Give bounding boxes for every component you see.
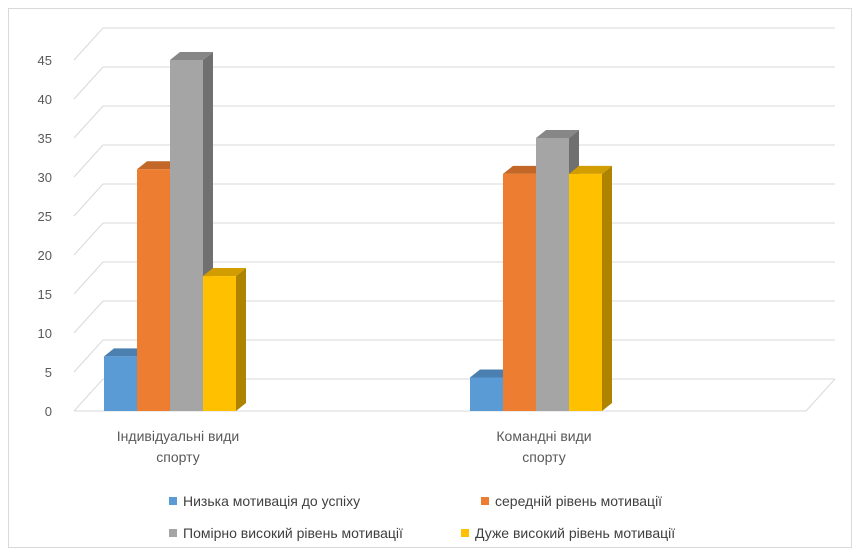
bar-top	[170, 52, 213, 60]
y-tick-label: 10	[38, 326, 52, 341]
bar-side	[236, 268, 246, 411]
gridline-side	[73, 222, 104, 256]
x-category-label: спорту	[522, 449, 565, 465]
bar-top	[203, 268, 246, 277]
bar-chart: 0 5 10 15 20 25 30 35 40 45 Індивідуальні види спор…	[38, 27, 836, 465]
y-tick-label: 0	[45, 404, 52, 419]
gridline-side	[73, 378, 104, 412]
gridline-side	[73, 339, 104, 373]
bar-top	[503, 165, 546, 174]
gridline-side	[73, 300, 104, 334]
bar-top	[470, 369, 513, 378]
floor-side-edge	[805, 378, 836, 412]
gridline-side	[73, 144, 104, 178]
x-category-label: спорту	[156, 449, 199, 465]
bar	[203, 276, 236, 411]
legend-label: середній рівень мотивації	[495, 493, 663, 509]
gridline-side	[73, 183, 104, 217]
legend-label: Дуже високий рівень мотивації	[475, 525, 676, 541]
bar-top	[536, 130, 579, 138]
legend-label: Низька мотивація до успіху	[183, 493, 361, 509]
legend-swatch	[461, 529, 469, 537]
bar	[137, 169, 170, 411]
y-tick-label: 20	[38, 248, 52, 263]
bar	[104, 356, 137, 411]
bar	[569, 173, 602, 411]
bar-top	[104, 348, 147, 357]
bar-top	[569, 165, 612, 174]
legend-item: середній рівень мотивації	[481, 493, 662, 509]
y-tick-label: 45	[38, 53, 52, 68]
y-tick-label: 15	[38, 287, 52, 302]
chart-frame: 0 5 10 15 20 25 30 35 40 45 Індивідуальні види спор…	[8, 8, 852, 548]
bar-top	[137, 161, 180, 170]
legend-swatch	[169, 529, 177, 537]
bar	[503, 173, 536, 411]
legend-label: Помірно високий рівень мотивації	[183, 525, 403, 541]
gridline-side	[73, 105, 104, 139]
x-category-label: Командні види	[496, 428, 591, 444]
legend-swatch	[481, 497, 489, 505]
y-tick-label: 40	[38, 92, 52, 107]
y-tick-label: 25	[38, 209, 52, 224]
legend-item: Помірно високий рівень мотивації	[169, 525, 403, 541]
x-category-label: Індивідуальні види	[117, 428, 239, 444]
bar	[536, 138, 569, 411]
legend-swatch	[169, 497, 177, 505]
y-tick-label: 35	[38, 131, 52, 146]
gridline-side	[73, 27, 104, 61]
y-tick-label: 30	[38, 170, 52, 185]
legend-item: Дуже високий рівень мотивації	[461, 525, 675, 541]
gridline-side	[73, 261, 104, 295]
bar	[470, 377, 503, 411]
gridline-side	[73, 66, 104, 100]
bar-side	[602, 165, 612, 411]
bar	[170, 60, 203, 411]
legend-item: Низька мотивація до успіху	[169, 493, 360, 509]
y-tick-label: 5	[45, 365, 52, 380]
